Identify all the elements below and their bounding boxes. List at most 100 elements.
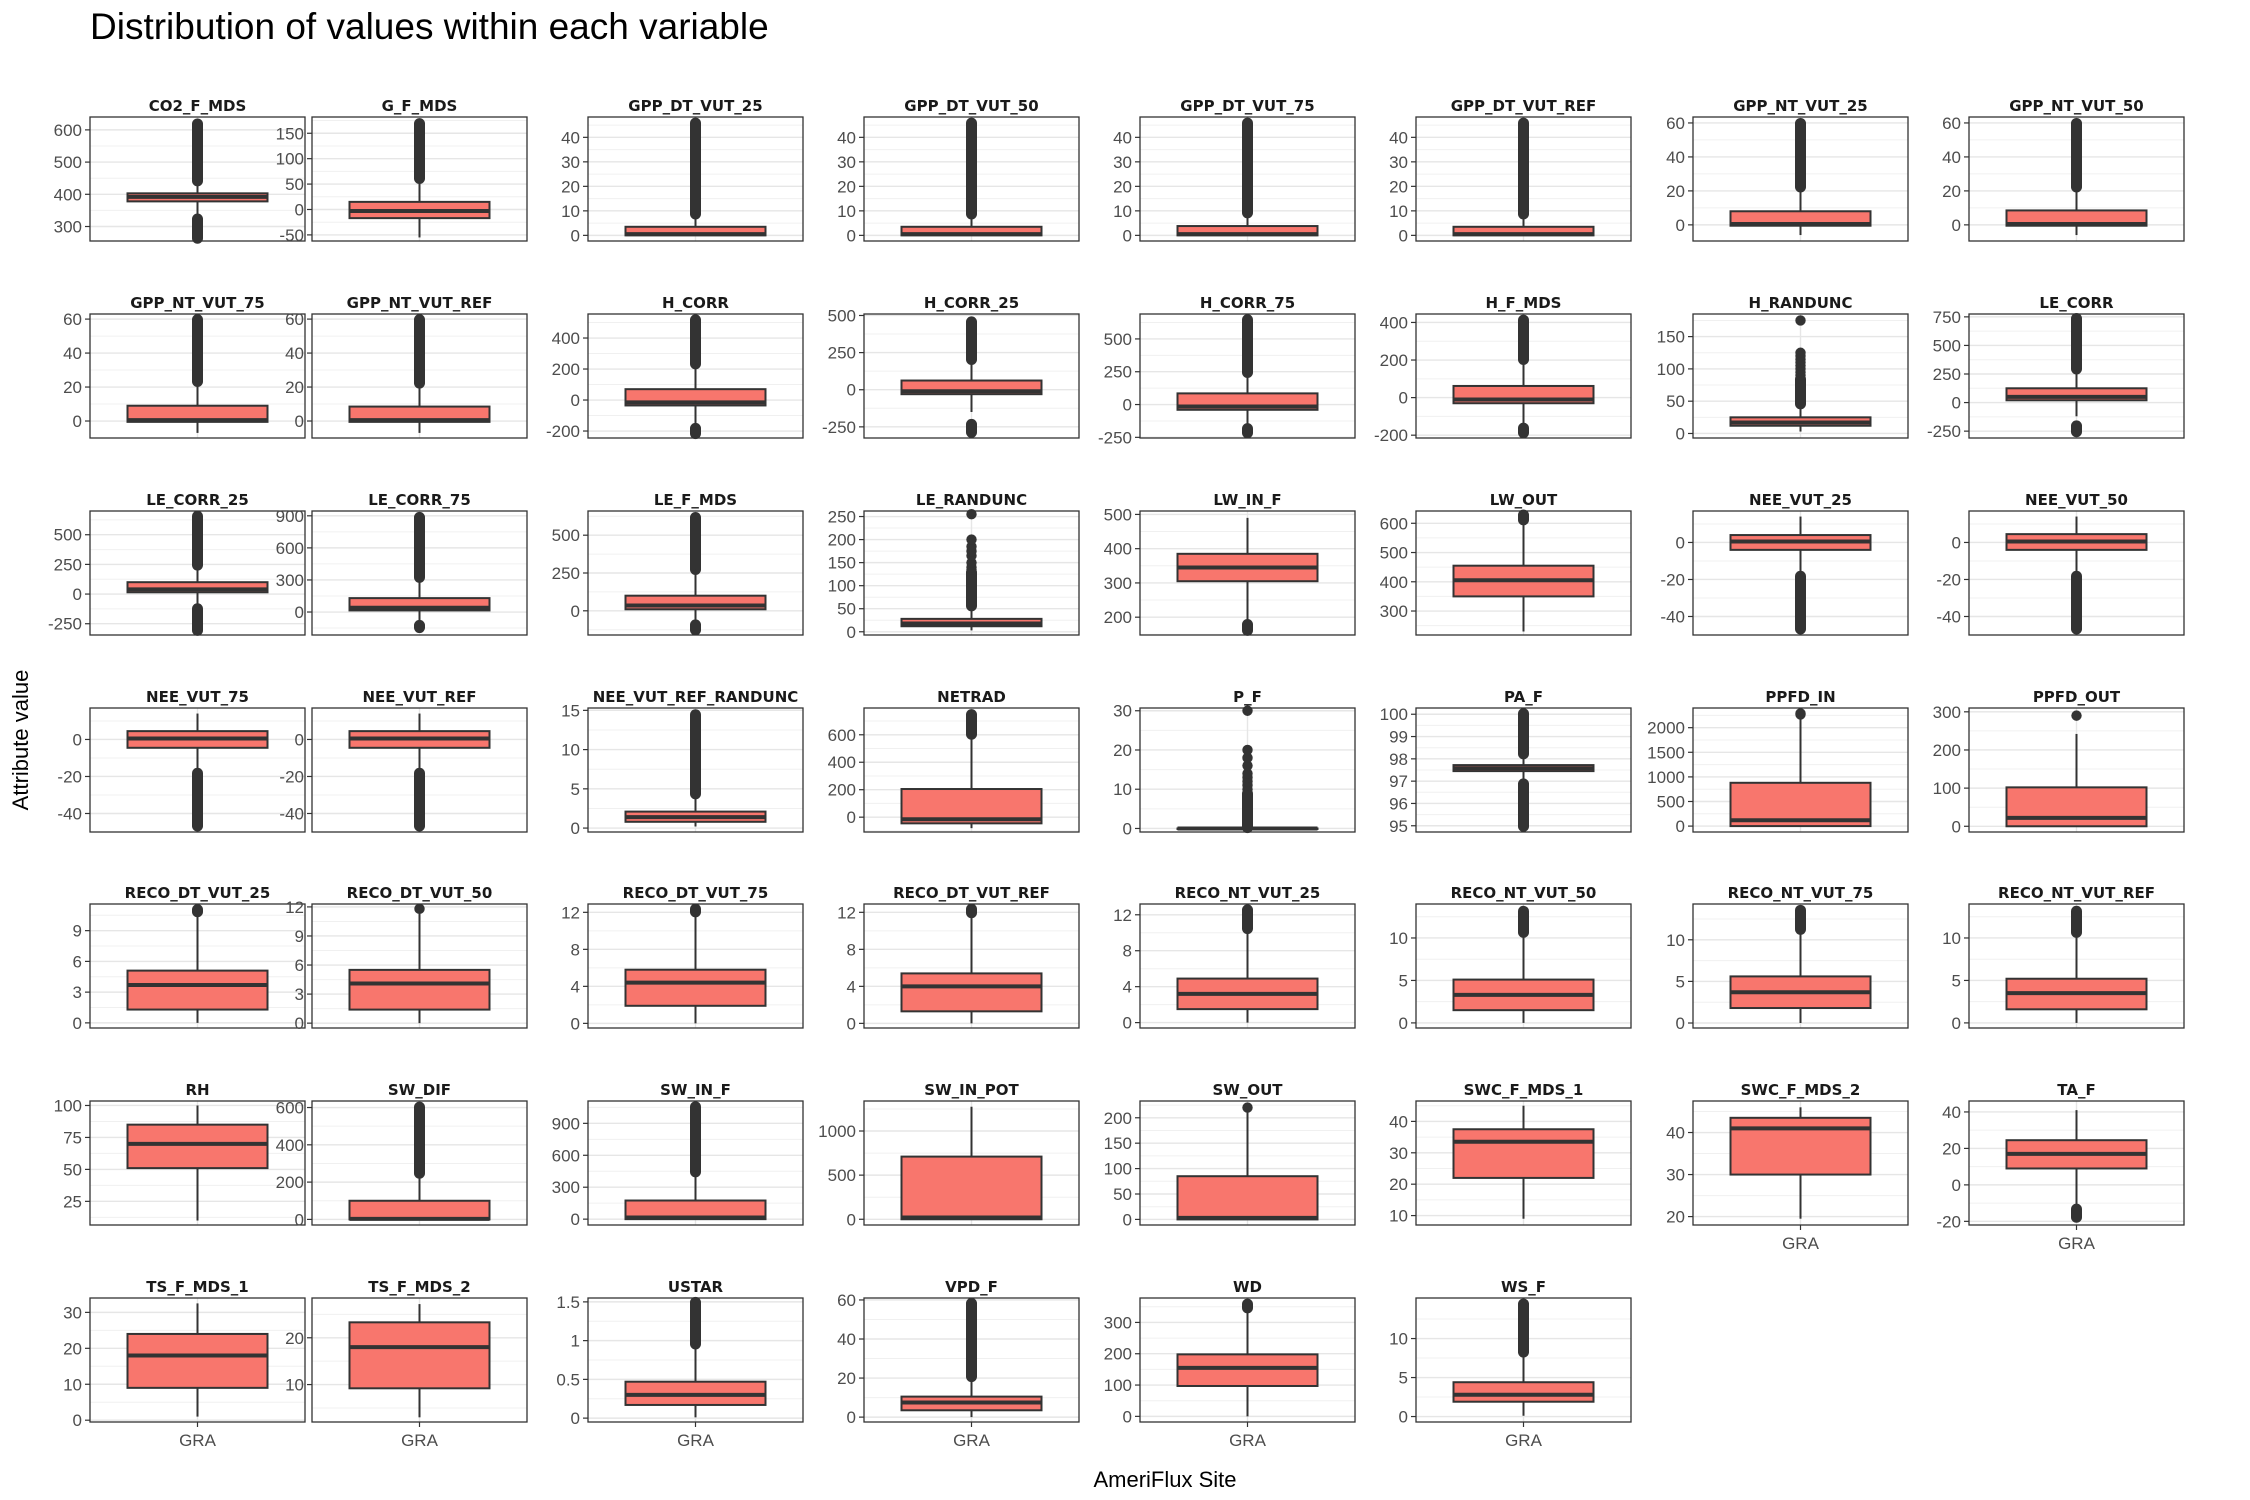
y-tick-label: 20 (837, 1369, 856, 1388)
y-tick-label: 4 (571, 977, 580, 996)
panel-border (587, 510, 804, 636)
x-tick-label: GRA (677, 1431, 715, 1450)
y-tick-label: 100 (1104, 1160, 1132, 1179)
y-tick-label: 300 (276, 571, 304, 590)
panels-group: CO2_F_MDS300400500600G_F_MDS-50050100150… (48, 97, 2185, 1450)
y-tick-label: 60 (1666, 114, 1685, 133)
outlier-band-top (690, 709, 701, 800)
panel-title: PPFD_IN (1765, 688, 1835, 706)
y-tick-label: 0 (295, 200, 304, 219)
outlier-point (1242, 1102, 1253, 1113)
y-tick-label: 10 (63, 1375, 82, 1394)
y-tick-label: 0 (295, 730, 304, 749)
panel-ta-f: TA_F -20 0 20 40 GRA (1936, 1081, 2185, 1253)
y-tick-label: 1 (571, 1332, 580, 1351)
y-tick-label: 0 (1399, 389, 1408, 408)
outlier-band-top (966, 709, 977, 740)
y-tick-label: 96 (1389, 794, 1408, 813)
panel-title: LW_IN_F (1213, 491, 1281, 509)
iqr-box (624, 968, 767, 1007)
panel-title: NEE_VUT_50 (2025, 491, 2128, 509)
y-tick-label: 20 (63, 378, 82, 397)
y-tick-label: 500 (54, 153, 82, 172)
y-tick-label: 500 (1933, 336, 1961, 355)
panel-ppfd-out: PPFD_OUT 0 100 200 300 (1933, 688, 2185, 836)
x-axis-title: AmeriFlux Site (1093, 1467, 1236, 1492)
iqr-box (900, 1155, 1043, 1221)
y-tick-label: 300 (1104, 574, 1132, 593)
panel-sw-dif: SW_DIF 0 200 400 600 (276, 1081, 528, 1229)
y-tick-label: 600 (276, 1099, 304, 1118)
y-tick-label: 200 (828, 781, 856, 800)
y-tick-label: 0 (295, 1210, 304, 1229)
y-tick-label: 60 (63, 310, 82, 329)
panel-reco-nt-vut-50: RECO_NT_VUT_50 0 5 10 (1389, 884, 1632, 1033)
panel-border (587, 313, 804, 439)
y-tick-label: 250 (1104, 363, 1132, 382)
outlier-band-top (192, 118, 203, 187)
panel-border (311, 707, 528, 833)
panel-title: LE_F_MDS (654, 491, 737, 509)
outlier-point (2071, 710, 2082, 721)
panel-ts-f-mds-2: TS_F_MDS_2 10 20 GRA (285, 1278, 528, 1450)
panel-border (1415, 510, 1632, 636)
y-tick-label: 500 (54, 526, 82, 545)
y-tick-label: 8 (847, 940, 856, 959)
iqr-box (126, 969, 269, 1011)
outlier-band-bottom (192, 213, 203, 244)
panel-border (1968, 313, 2185, 439)
panel-title: WS_F (1501, 1278, 1546, 1296)
y-tick-label: 0 (1123, 396, 1132, 415)
panel-border (311, 313, 528, 439)
y-tick-label: 0 (1123, 1210, 1132, 1229)
y-tick-label: 250 (552, 564, 580, 583)
y-tick-label: 20 (63, 1339, 82, 1358)
y-tick-label: 0 (1952, 394, 1961, 413)
outlier-band-bottom (690, 422, 701, 440)
panel-title: RECO_NT_VUT_25 (1175, 884, 1321, 902)
panel-border (863, 510, 1080, 636)
y-tick-label: 500 (828, 1166, 856, 1185)
y-tick-label: 0 (1952, 817, 1961, 836)
panel-title: NEE_VUT_75 (146, 688, 249, 706)
y-tick-label: 0 (1399, 1408, 1408, 1427)
panel-title: P_F (1233, 688, 1262, 706)
y-tick-label: 250 (1933, 365, 1961, 384)
panel-rh: RH 25 50 75 100 (54, 1081, 306, 1226)
y-tick-label: 0 (571, 819, 580, 838)
panel-sw-in-pot: SW_IN_POT 0 500 1000 (818, 1081, 1080, 1229)
y-tick-label: 5 (1676, 972, 1685, 991)
panel-gpp-nt-vut-ref: GPP_NT_VUT_REF 0 20 40 60 (285, 294, 528, 439)
y-tick-label: 300 (1933, 703, 1961, 722)
panel-border (1968, 903, 2185, 1029)
outlier-point (966, 534, 977, 545)
x-tick-label: GRA (1505, 1431, 1543, 1450)
y-tick-label: 5 (1952, 971, 1961, 990)
y-tick-label: 60 (1942, 114, 1961, 133)
iqr-box (1452, 1381, 1595, 1403)
y-tick-label: 1000 (1647, 768, 1685, 787)
y-tick-label: 0 (847, 1408, 856, 1427)
y-tick-label: 200 (276, 1173, 304, 1192)
outlier-band-top (1518, 314, 1529, 366)
outlier-band-top (414, 1101, 425, 1179)
y-tick-label: 10 (285, 1376, 304, 1395)
outlier-band-top (414, 511, 425, 583)
y-tick-label: 30 (1389, 1144, 1408, 1163)
y-tick-label: 100 (828, 577, 856, 596)
y-tick-label: 0 (571, 1210, 580, 1229)
panel-border (1415, 1100, 1632, 1226)
panel-title: H_RANDUNC (1749, 294, 1853, 312)
panel-title: PPFD_OUT (2033, 688, 2121, 706)
panel-nee-vut-50: NEE_VUT_50 -40 -20 0 (1936, 491, 2185, 636)
y-tick-label: 10 (1389, 202, 1408, 221)
y-tick-label: 0 (571, 1014, 580, 1033)
outlier-band-bottom (1242, 619, 1253, 636)
y-tick-label: 60 (285, 310, 304, 329)
panel-title: LW_OUT (1490, 491, 1558, 509)
panel-title: LE_CORR_25 (146, 491, 249, 509)
x-tick-label: GRA (1229, 1431, 1267, 1450)
x-tick-label: GRA (401, 1431, 439, 1450)
y-tick-label: -40 (279, 804, 304, 823)
